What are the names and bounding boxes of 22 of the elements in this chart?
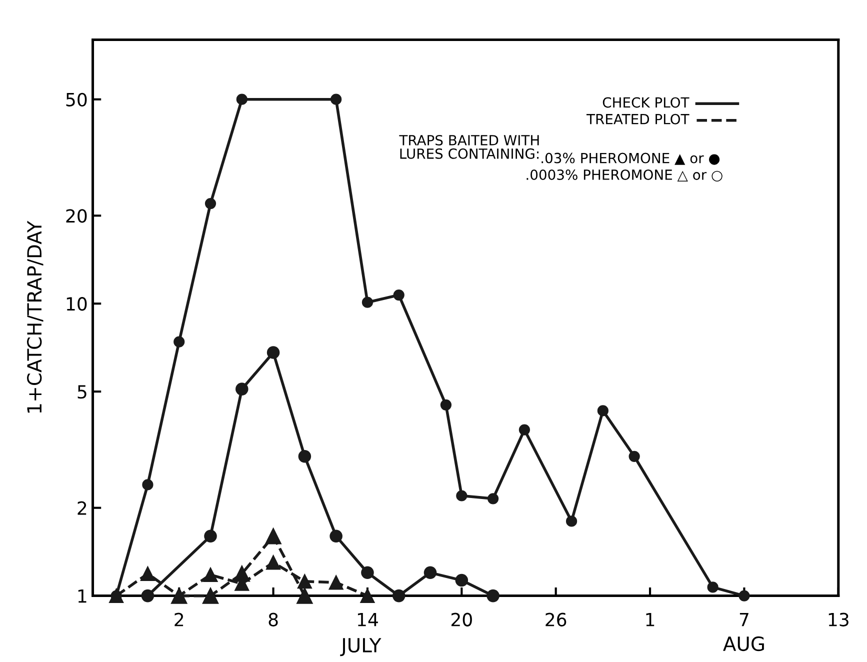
annotation: TRAPS BAITED WITH LURES CONTAINING: <box>399 134 539 159</box>
annotation: CHECK PLOT <box>602 97 690 108</box>
x-tick-label: 26 <box>546 612 566 626</box>
x-tick-label: 20 <box>451 612 472 626</box>
x-tick-label: 13 <box>828 612 848 626</box>
x-tick-label: 14 <box>358 613 378 626</box>
y-tick-label: 50 <box>66 92 87 106</box>
annotation: TREATED PLOT <box>586 114 690 124</box>
y-tick-label: 20 <box>66 209 87 223</box>
text: AUG <box>723 636 764 652</box>
y-tick-label: 5 <box>78 385 86 399</box>
annotation: .03% PHEROMONE ▲ or ● <box>542 152 720 165</box>
y-tick-label: 10 <box>66 297 87 311</box>
y-axis-title: 1+CATCH/TRAP/DAY <box>27 220 44 413</box>
x-tick-label: 2 <box>174 612 184 626</box>
x-tick-label: 7 <box>740 613 748 626</box>
y-tick-label: 1 <box>78 589 86 603</box>
x-axis-title: JULY <box>340 638 382 656</box>
x-tick-label: 1 <box>646 613 654 626</box>
annotation: .0003% PHEROMONE △ or ○ <box>526 169 722 182</box>
x-tick-label: 8 <box>268 612 278 626</box>
y-tick-label: 2 <box>78 501 86 515</box>
